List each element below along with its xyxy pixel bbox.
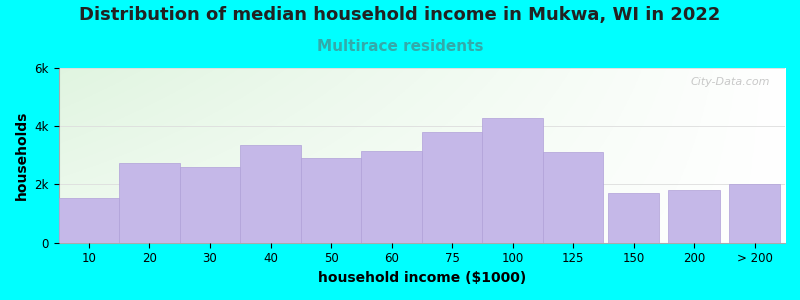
Bar: [543, 152, 603, 243]
Bar: [669, 190, 720, 243]
Bar: [608, 193, 659, 243]
X-axis label: household income ($1000): household income ($1000): [318, 271, 526, 285]
Bar: [729, 184, 781, 243]
Text: Distribution of median household income in Mukwa, WI in 2022: Distribution of median household income …: [79, 6, 721, 24]
Bar: [362, 151, 422, 243]
Bar: [180, 167, 240, 243]
Bar: [482, 118, 543, 243]
Text: City-Data.com: City-Data.com: [691, 77, 770, 87]
Text: Multirace residents: Multirace residents: [317, 39, 483, 54]
Bar: [301, 158, 362, 243]
Bar: [58, 198, 119, 243]
Bar: [422, 132, 482, 243]
Bar: [119, 163, 180, 243]
Bar: [240, 145, 301, 243]
Y-axis label: households: households: [15, 111, 29, 200]
